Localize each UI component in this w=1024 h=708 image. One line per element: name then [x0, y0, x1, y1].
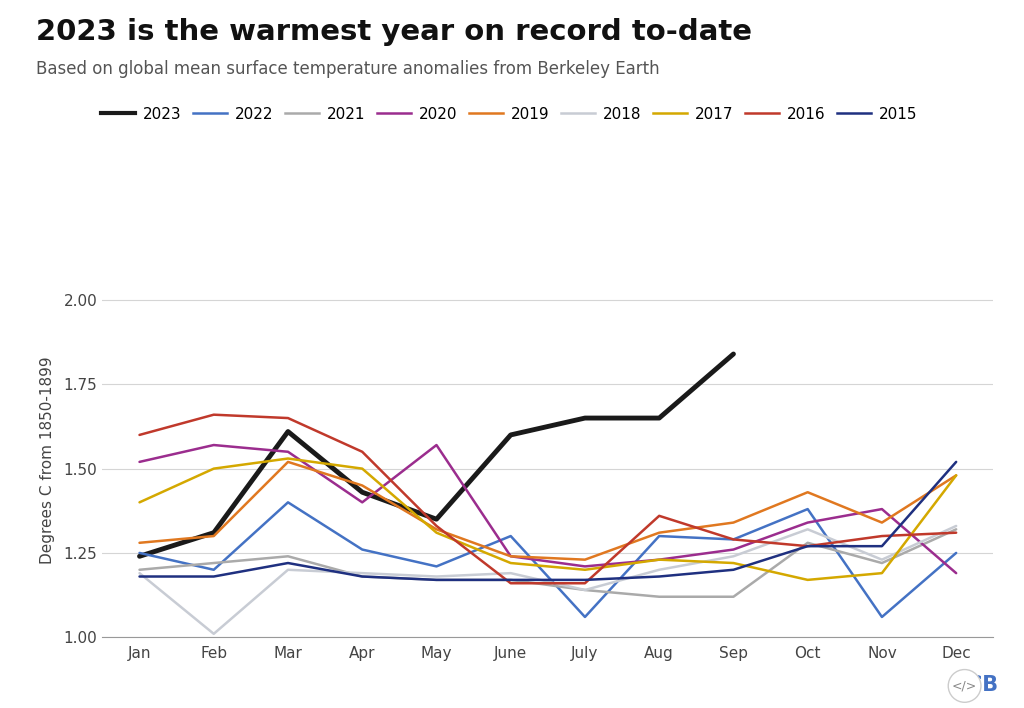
Text: </>: </> [952, 680, 977, 692]
Text: Based on global mean surface temperature anomalies from Berkeley Earth: Based on global mean surface temperature… [36, 60, 659, 78]
Text: CB: CB [968, 675, 998, 695]
Y-axis label: Degrees C from 1850-1899: Degrees C from 1850-1899 [41, 356, 55, 564]
Legend: 2023, 2022, 2021, 2020, 2019, 2018, 2017, 2016, 2015: 2023, 2022, 2021, 2020, 2019, 2018, 2017… [101, 107, 918, 122]
Text: 2023 is the warmest year on record to-date: 2023 is the warmest year on record to-da… [36, 18, 752, 46]
